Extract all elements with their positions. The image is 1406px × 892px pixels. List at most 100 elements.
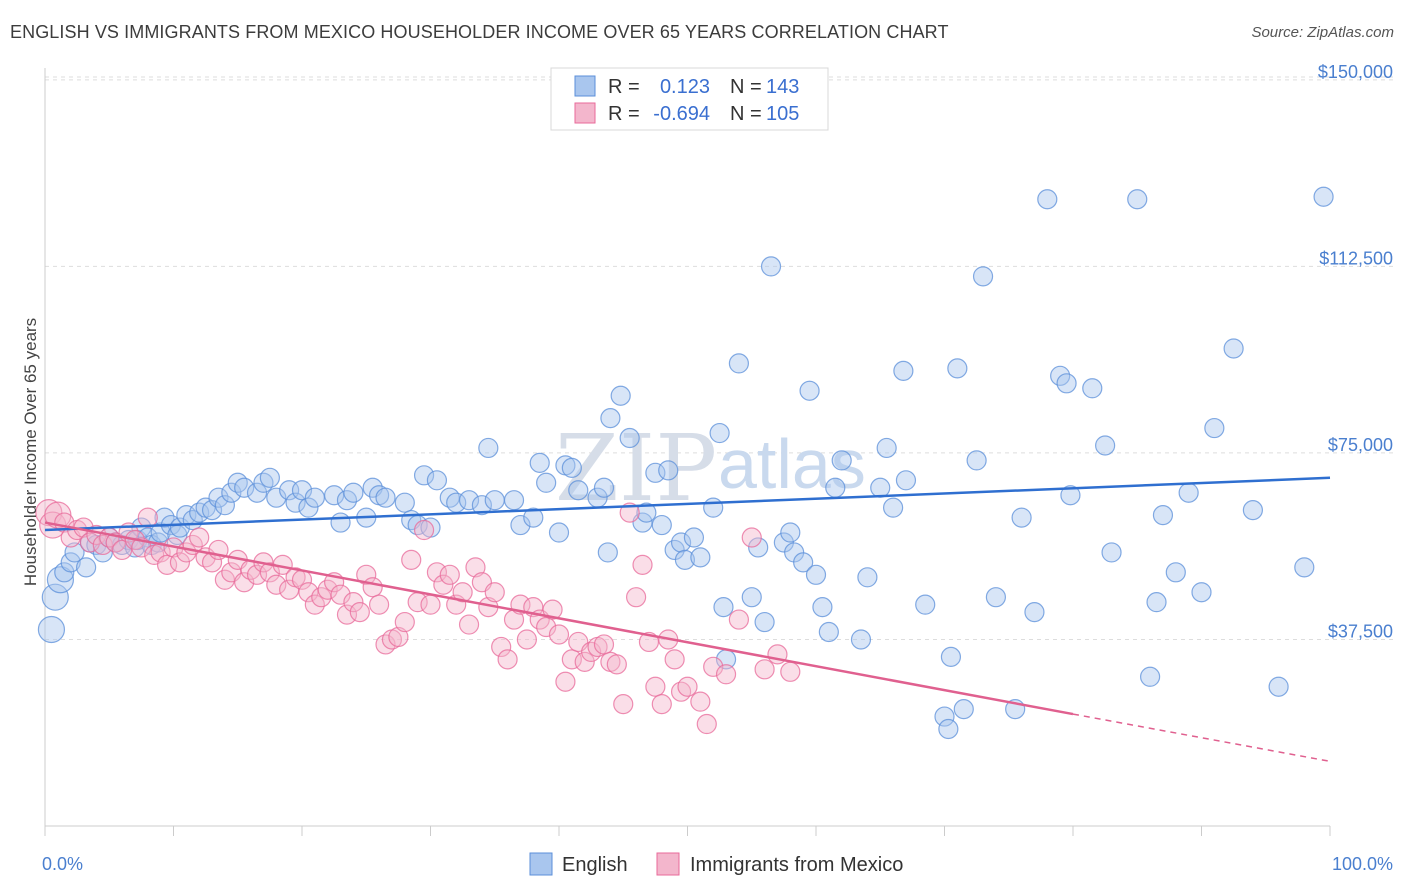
mexico-point [542, 599, 563, 620]
english-point [413, 465, 435, 486]
mexico-point [234, 572, 255, 593]
english-point [953, 699, 974, 720]
english-point [741, 587, 762, 608]
english-point [298, 497, 319, 518]
mexico-point [741, 527, 762, 548]
legend-box [550, 67, 829, 131]
mexico-point [619, 502, 640, 523]
mexico-point [561, 649, 582, 670]
mexico-point [266, 574, 287, 595]
english-point [503, 490, 525, 511]
mexico-point [369, 594, 390, 615]
mexico-point [349, 602, 370, 623]
mexico-point [625, 587, 647, 608]
mexico-point [413, 519, 435, 541]
english-point [610, 385, 631, 406]
english-point [728, 353, 750, 374]
mexico-point [259, 562, 280, 583]
english-point [812, 597, 833, 618]
mexico-point [362, 577, 383, 598]
english-point [529, 452, 550, 473]
mexico-point [458, 614, 480, 635]
english-point [972, 266, 994, 287]
english-point [510, 514, 531, 536]
mexico-point [452, 582, 473, 603]
mexico-point [780, 661, 801, 682]
y-tick-labels: $37,500 $75,000 $112,500 $150,000 [1318, 62, 1393, 642]
english-point [1060, 485, 1081, 506]
mexico-point [169, 552, 191, 573]
mexico-trend-line [44, 521, 1074, 716]
english-point [713, 597, 734, 618]
mexico-point [548, 624, 570, 645]
x-tick-min: 0.0% [42, 854, 83, 874]
english-point [37, 615, 66, 644]
y-axis-label: Householder Income Over 65 years [21, 318, 40, 586]
series-legend: English Immigrants from Mexico [529, 852, 903, 876]
english-point [246, 482, 268, 503]
english-point [683, 527, 705, 548]
english-point [1146, 592, 1167, 613]
english-point [825, 477, 846, 498]
english-point [600, 408, 621, 429]
english-point [593, 477, 615, 498]
mexico-point [131, 537, 152, 558]
english-point [291, 480, 313, 501]
mexico-point [189, 527, 210, 548]
english-point [658, 460, 679, 481]
english-point [1242, 500, 1264, 521]
english-point [940, 646, 962, 667]
english-point [41, 583, 69, 611]
english-point [876, 437, 897, 459]
mexico-point [651, 694, 672, 715]
english-point [64, 542, 85, 563]
english-point [857, 567, 878, 588]
english-point [214, 495, 235, 516]
bottom-legend-swatch-mexico [656, 852, 680, 876]
mexico-point [356, 564, 377, 585]
english-point [484, 490, 505, 511]
english-point [426, 470, 448, 491]
english-point [375, 487, 396, 508]
x-tick-max: 100.0% [1332, 854, 1393, 874]
legend-r-value-mexico: -0.694 [653, 103, 710, 125]
english-point [1024, 602, 1045, 623]
mexico-point [728, 609, 750, 630]
mexico-point [394, 611, 415, 633]
bottom-legend-swatch-english [529, 852, 553, 876]
mexico-point [754, 659, 775, 680]
mexico-point [491, 636, 512, 658]
legend-r-label-mexico: R = [608, 103, 640, 125]
english-point [266, 487, 287, 508]
correlation-legend: R = 0.123 N = 143 R = -0.694 N = 105 [550, 67, 829, 131]
english-point [619, 427, 640, 449]
english-point [394, 492, 415, 513]
mexico-trend-extension [1072, 713, 1331, 763]
english-point [831, 450, 852, 471]
english-point [760, 256, 782, 277]
english-point [234, 477, 255, 498]
legend-swatch-mexico [574, 102, 596, 124]
english-point [169, 517, 191, 538]
english-point [895, 470, 917, 491]
english-point [561, 457, 582, 478]
mexico-point [420, 594, 441, 615]
english-point [645, 462, 666, 483]
english-point [46, 566, 75, 594]
mexico-point [426, 562, 448, 583]
english-point [754, 611, 775, 633]
english-point [636, 502, 657, 523]
english-point [915, 594, 936, 615]
english-point [1037, 189, 1058, 210]
english-point [478, 437, 499, 459]
english-point [947, 358, 968, 379]
english-point [882, 497, 904, 518]
english-point [1268, 676, 1289, 697]
english-point [471, 495, 492, 516]
legend-n-value-mexico: 105 [766, 103, 799, 125]
mexico-point [439, 564, 460, 585]
mexico-point [137, 507, 158, 528]
english-trend-line [44, 476, 1331, 532]
mexico-point [632, 554, 653, 575]
